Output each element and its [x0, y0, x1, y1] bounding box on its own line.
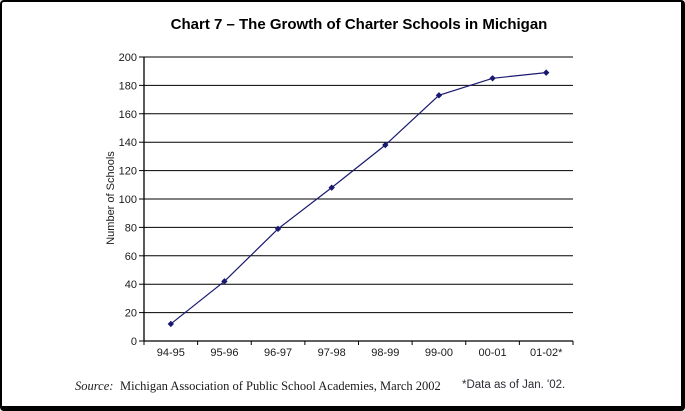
- data-point-marker: [542, 69, 550, 76]
- x-tick-label: 96-97: [264, 347, 292, 359]
- y-tick-label: 60: [125, 251, 137, 263]
- y-tick-label: 160: [119, 109, 137, 121]
- source-label: Source:: [75, 379, 114, 393]
- y-tick-label: 140: [119, 137, 137, 149]
- x-tick-label: 01-02*: [530, 347, 563, 359]
- y-tick-label: 120: [119, 166, 137, 178]
- x-tick-label: 98-99: [371, 347, 399, 359]
- data-point-marker: [382, 141, 389, 149]
- data-point-marker: [221, 278, 228, 285]
- x-tick-label: 97-98: [318, 347, 346, 359]
- source-text: Michigan Association of Public School Ac…: [120, 379, 441, 393]
- data-point-marker: [328, 184, 335, 191]
- y-tick-label: 180: [119, 80, 137, 92]
- y-tick-label: 100: [119, 194, 137, 206]
- y-tick-label: 200: [119, 52, 137, 64]
- data-point-marker: [167, 320, 175, 328]
- data-point-marker: [489, 75, 496, 82]
- x-tick-label: 99-00: [425, 347, 453, 359]
- data-line: [170, 72, 547, 325]
- x-tick-label: 95-96: [210, 347, 238, 359]
- y-tick-label: 40: [125, 279, 137, 291]
- x-tick-label: 94-95: [157, 347, 185, 359]
- data-point-marker: [274, 225, 282, 233]
- data-footnote: *Data as of Jan. '02.: [462, 379, 566, 391]
- footer: Source: Michigan Association of Public S…: [2, 379, 681, 399]
- y-tick-label: 0: [131, 336, 137, 348]
- y-tick-label: 20: [125, 308, 137, 320]
- data-point-marker: [435, 92, 443, 99]
- x-tick-label: 00-01: [478, 347, 506, 359]
- chart-title: Chart 7 – The Growth of Charter Schools …: [170, 16, 548, 33]
- y-tick-label: 80: [125, 222, 137, 234]
